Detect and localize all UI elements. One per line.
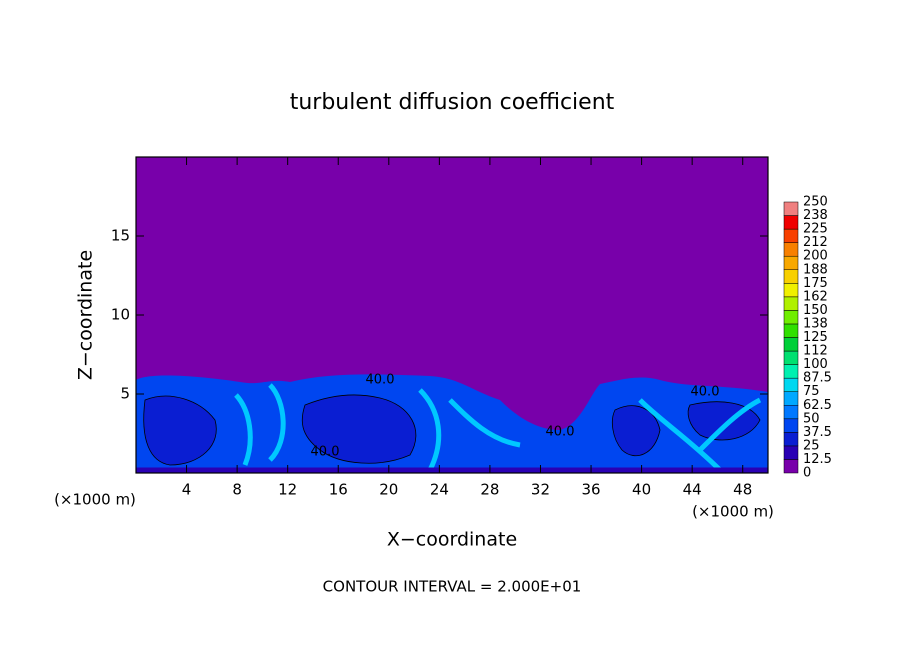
- colorbar-swatch: [783, 255, 799, 271]
- colorbar-label: 125: [803, 330, 828, 345]
- colorbar-swatch: [783, 459, 799, 474]
- colorbar-label: 75: [803, 384, 820, 399]
- colorbar-swatch: [783, 350, 799, 365]
- colorbar-label: 0: [803, 466, 811, 481]
- x-tick-label: 40: [632, 481, 651, 499]
- y-tick-label: 10: [111, 306, 130, 324]
- colorbar-swatch: [783, 323, 799, 338]
- colorbar-swatch: [783, 377, 799, 392]
- colorbar-swatch: [783, 405, 799, 420]
- eddy: [143, 395, 217, 466]
- colorbar-swatch: [783, 391, 799, 406]
- x-tick-label: 36: [581, 481, 600, 499]
- x-tick-label: 20: [379, 481, 398, 499]
- footer-note: CONTOUR INTERVAL = 2.000E+01: [323, 578, 582, 596]
- colorbar-label: 150: [803, 303, 828, 318]
- contour-label: 40.0: [691, 385, 720, 400]
- x-unit-right: (×1000 m): [692, 503, 774, 521]
- colorbar-label: 188: [803, 262, 828, 277]
- colorbar-label: 138: [803, 316, 828, 331]
- colorbar-swatch: [783, 215, 799, 230]
- x-unit-left: (×1000 m): [54, 491, 136, 509]
- colorbar-label: 100: [803, 357, 828, 372]
- x-tick-label: 44: [683, 481, 702, 499]
- colorbar-swatch: [783, 432, 799, 447]
- streak: [234, 383, 762, 472]
- turbulent-layer: [136, 374, 768, 473]
- colorbar-label: 225: [803, 222, 828, 237]
- contour-label: 40.0: [366, 373, 395, 388]
- colorbar-swatch: [783, 201, 799, 216]
- x-tick-label: 16: [329, 481, 348, 499]
- chart-title: turbulent diffusion coefficient: [290, 90, 615, 115]
- colorbar-swatch: [783, 242, 799, 257]
- colorbar-swatch: [783, 269, 799, 284]
- colorbar-label: 87.5: [803, 371, 832, 386]
- eddy: [301, 394, 417, 464]
- colorbar-label: 175: [803, 276, 828, 291]
- colorbar-label: 200: [803, 249, 828, 264]
- x-tick-label: 4: [182, 481, 192, 499]
- field: [136, 157, 768, 473]
- colorbar-label: 37.5: [803, 425, 832, 440]
- x-tick-label: 8: [232, 481, 242, 499]
- colorbar-label: 50: [803, 411, 820, 426]
- contour-label: 40.0: [546, 425, 575, 440]
- colorbar-label: 212: [803, 235, 828, 250]
- colorbar-label: 25: [803, 438, 820, 453]
- x-tick-label: 32: [531, 481, 550, 499]
- x-tick-label: 48: [733, 481, 752, 499]
- x-tick-label: 28: [480, 481, 499, 499]
- colorbar-label: 250: [803, 195, 828, 210]
- colorbar-swatch: [783, 364, 799, 379]
- colorbar-swatch: [783, 296, 799, 311]
- colorbar-label: 12.5: [803, 452, 832, 467]
- colorbar-swatch: [783, 228, 799, 243]
- colorbar-label: 162: [803, 289, 828, 304]
- colorbar-swatch: [783, 337, 799, 352]
- colorbar-label: 238: [803, 208, 828, 223]
- colorbar-swatch: [783, 310, 799, 325]
- y-axis-label: Z−coordinate: [75, 250, 97, 380]
- colorbar-label: 62.5: [803, 398, 832, 413]
- x-axis-label: X−coordinate: [387, 529, 517, 551]
- colorbar-swatch: [783, 445, 799, 460]
- contour-label: 40.0: [311, 445, 340, 460]
- colorbar-swatch: [783, 418, 799, 433]
- y-tick-label: 15: [111, 227, 130, 245]
- colorbar-label: 112: [803, 344, 828, 359]
- y-tick-label: 5: [120, 385, 130, 403]
- eddy: [611, 405, 661, 457]
- colorbar-swatch: [783, 283, 799, 298]
- x-tick-label: 12: [278, 481, 297, 499]
- x-tick-label: 24: [430, 481, 449, 499]
